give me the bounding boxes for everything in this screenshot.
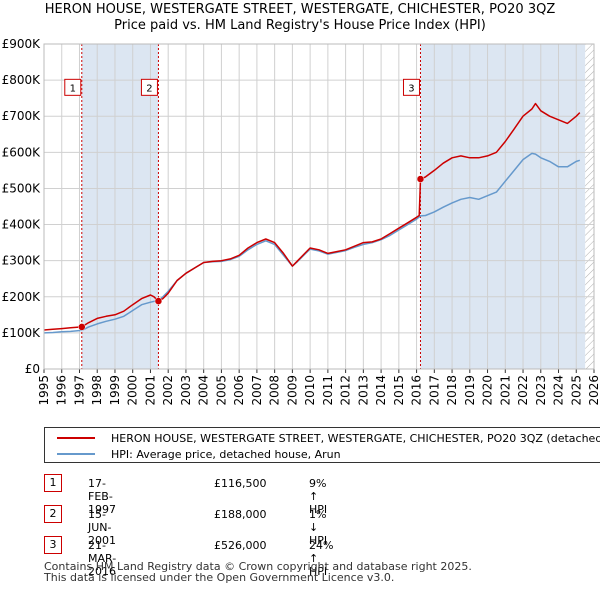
legend-label-property: HERON HOUSE, WESTERGATE STREET, WESTERGA…	[111, 431, 600, 445]
x-tick-label: 2001	[143, 375, 157, 406]
y-tick-label: £300K	[2, 254, 42, 268]
y-tick-label: £200K	[2, 290, 42, 304]
transaction-date: 17-FEB-1997	[88, 477, 116, 516]
transaction-date: 15-JUN-2001	[88, 508, 116, 547]
x-tick-label: 2015	[392, 375, 406, 406]
x-tick-label: 2025	[569, 375, 583, 406]
hpi-line	[44, 152, 581, 334]
y-tick-label: £100K	[2, 326, 42, 340]
x-tick-label: 2024	[552, 375, 566, 406]
property-price-line	[44, 102, 581, 331]
x-tick-label: 2008	[268, 375, 282, 406]
highlight-band	[81, 44, 159, 369]
chart-title-line1: HERON HOUSE, WESTERGATE STREET, WESTERGA…	[44, 2, 556, 17]
x-tick-label: 2014	[374, 375, 388, 406]
legend: HERON HOUSE, WESTERGATE STREET, WESTERGA…	[44, 427, 600, 463]
y-tick-label: £500K	[2, 181, 42, 195]
x-tick-label: 2003	[179, 375, 193, 406]
x-tick-label: 2002	[161, 375, 175, 406]
y-tick-label: £0	[25, 362, 40, 376]
x-tick-label: 2020	[481, 375, 495, 406]
transaction-date: 21-MAR-2016	[88, 539, 117, 578]
x-tick-label: 2017	[427, 375, 441, 406]
legend-item-property: HERON HOUSE, WESTERGATE STREET, WESTERGA…	[45, 431, 600, 445]
y-tick-label: £600K	[2, 145, 42, 159]
y-tick-label: £700K	[2, 109, 42, 123]
y-tick-label: £800K	[2, 73, 42, 87]
highlight-band	[420, 44, 586, 369]
x-tick-label: 1996	[55, 375, 69, 406]
legend-item-hpi: HPI: Average price, detached house, Arun	[45, 447, 341, 461]
x-tick-label: 2018	[445, 375, 459, 406]
x-tick-label: 2019	[463, 375, 477, 406]
x-tick-label: 1997	[72, 375, 86, 406]
x-tick-label: 2000	[126, 375, 140, 406]
transaction-price: £116,500	[214, 477, 267, 490]
footer: Contains HM Land Registry data © Crown c…	[44, 561, 472, 583]
x-tick-label: 2011	[321, 375, 335, 406]
y-tick-label: £900K	[2, 37, 42, 51]
sale-point	[78, 323, 86, 331]
legend-swatch-hpi	[57, 453, 95, 455]
transaction-hpi-diff: 24% ↑ HPI	[309, 539, 334, 578]
transaction-price: £188,000	[214, 508, 267, 521]
plot-border	[43, 43, 595, 370]
x-tick-label: 2006	[232, 375, 246, 406]
x-tick-label: 1999	[108, 375, 122, 406]
x-tick-label: 2004	[197, 375, 211, 406]
chart-title-line2: Price paid vs. HM Land Registry's House …	[114, 18, 486, 33]
sale-label-number: 1	[70, 83, 76, 94]
forecast-hatch	[585, 44, 594, 369]
x-tick-label: 2013	[356, 375, 370, 406]
sale-point	[154, 297, 163, 305]
transaction-price: £526,000	[214, 539, 267, 552]
sale-label-box	[140, 78, 158, 96]
x-tick-label: 2021	[498, 375, 512, 406]
x-tick-label: 2016	[410, 375, 424, 406]
transaction-number: 1	[44, 474, 62, 492]
sale-label-number: 3	[408, 83, 414, 94]
x-tick-label: 2005	[214, 375, 228, 406]
transaction-hpi-diff: 9% ↑ HPI	[309, 477, 328, 516]
x-tick-label: 2012	[339, 375, 353, 406]
x-tick-label: 1998	[90, 375, 104, 406]
x-tick-label: 2010	[303, 375, 317, 406]
y-tick-label: £400K	[2, 218, 42, 232]
x-tick-label: 2007	[250, 375, 264, 406]
sale-label-box	[402, 78, 420, 96]
legend-label-hpi: HPI: Average price, detached house, Arun	[111, 447, 341, 461]
transaction-number: 2	[44, 505, 62, 523]
x-tick-label: 2023	[534, 375, 548, 406]
footer-copyright: Contains HM Land Registry data © Crown c…	[44, 560, 472, 573]
x-tick-label: 2009	[285, 375, 299, 406]
x-tick-label: 2026	[587, 375, 600, 406]
transaction-number: 3	[44, 536, 62, 554]
x-tick-label: 2022	[516, 375, 530, 406]
legend-swatch-property	[57, 437, 95, 439]
sale-label-box	[64, 78, 82, 96]
footer-licence: This data is licensed under the Open Gov…	[44, 571, 395, 584]
sale-label-number: 2	[146, 83, 152, 94]
price-chart: 1 2 3 £0 £100K £200K £300K £400K £500K £600K £700…	[2, 37, 600, 406]
sale-point	[416, 175, 425, 183]
x-tick-label: 1995	[37, 375, 51, 406]
transaction-hpi-diff: 1% ↓ HPI	[309, 508, 328, 547]
